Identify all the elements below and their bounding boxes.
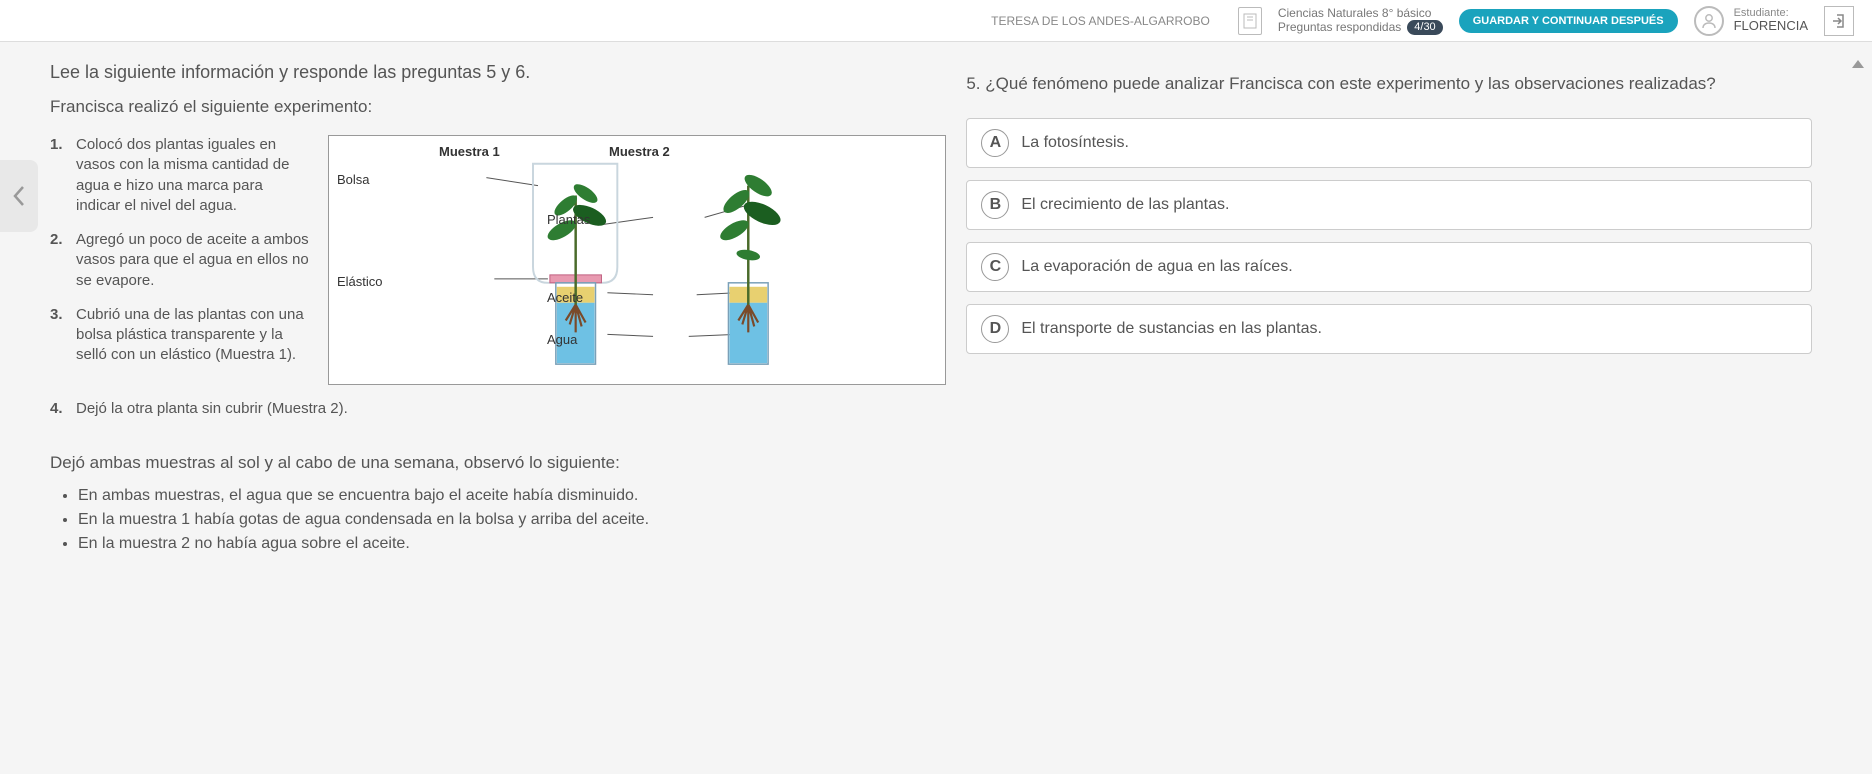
- book-icon: [1238, 7, 1262, 35]
- diagram-label-muestra2: Muestra 2: [609, 144, 670, 159]
- option-letter: D: [981, 315, 1009, 343]
- stimulus-column: Lee la siguiente información y responde …: [30, 62, 946, 754]
- option-text: La fotosíntesis.: [1021, 134, 1129, 152]
- option-letter: B: [981, 191, 1009, 219]
- option-text: El crecimiento de las plantas.: [1021, 196, 1229, 214]
- observation-item: En ambas muestras, el agua que se encuen…: [78, 487, 946, 505]
- diagram-label-muestra1: Muestra 1: [439, 144, 500, 159]
- question-number: 5.: [966, 74, 980, 93]
- save-continue-button[interactable]: GUARDAR Y CONTINUAR DESPUÉS: [1459, 9, 1678, 33]
- followup-text: Dejó ambas muestras al sol y al cabo de …: [50, 453, 946, 473]
- topbar: TERESA DE LOS ANDES-ALGARROBO Ciencias N…: [0, 0, 1872, 42]
- student-name: FLORENCIA: [1734, 19, 1808, 33]
- content-area: Lee la siguiente información y responde …: [0, 42, 1872, 774]
- question-text: 5. ¿Qué fenómeno puede analizar Francisc…: [966, 72, 1812, 96]
- option-letter: A: [981, 129, 1009, 157]
- step-item: 1.Colocó dos plantas iguales en vasos co…: [50, 135, 310, 216]
- diagram-label-bolsa: Bolsa: [337, 172, 370, 187]
- step-item: 2.Agregó un poco de aceite a ambos vasos…: [50, 230, 310, 291]
- school-name: TERESA DE LOS ANDES-ALGARROBO: [991, 14, 1210, 28]
- step-item: 4.Dejó la otra planta sin cubrir (Muestr…: [50, 399, 946, 419]
- option-letter: C: [981, 253, 1009, 281]
- observation-item: En la muestra 1 había gotas de agua cond…: [78, 511, 946, 529]
- option-d[interactable]: D El transporte de sustancias en las pla…: [966, 304, 1812, 354]
- answered-label: Preguntas respondidas: [1278, 20, 1401, 34]
- diagram-label-agua: Agua: [547, 332, 577, 347]
- subject-label: Ciencias Naturales 8° básico: [1278, 6, 1432, 20]
- diagram-label-elastico: Elástico: [337, 274, 383, 289]
- observation-item: En la muestra 2 no había agua sobre el a…: [78, 535, 946, 553]
- steps-list: 1.Colocó dos plantas iguales en vasos co…: [50, 135, 310, 380]
- question-column: 5. ¿Qué fenómeno puede analizar Francisc…: [966, 62, 1812, 754]
- step-item: 3.Cubrió una de las plantas con una bols…: [50, 305, 310, 366]
- option-c[interactable]: C La evaporación de agua en las raíces.: [966, 242, 1812, 292]
- option-a[interactable]: A La fotosíntesis.: [966, 118, 1812, 168]
- student-block: Estudiante: FLORENCIA: [1694, 6, 1808, 36]
- experiment-row: 1.Colocó dos plantas iguales en vasos co…: [50, 135, 946, 385]
- experiment-diagram: Muestra 1 Muestra 2 Bolsa Plantas Elásti…: [328, 135, 946, 385]
- intro-text: Lee la siguiente información y responde …: [50, 62, 946, 83]
- answered-row: Preguntas respondidas 4/30: [1278, 20, 1443, 35]
- subject-block: Ciencias Naturales 8° básico Preguntas r…: [1278, 6, 1443, 36]
- option-b[interactable]: B El crecimiento de las plantas.: [966, 180, 1812, 230]
- sub-intro-text: Francisca realizó el siguiente experimen…: [50, 97, 946, 117]
- option-text: La evaporación de agua en las raíces.: [1021, 258, 1292, 276]
- question-body: ¿Qué fenómeno puede analizar Francisca c…: [985, 74, 1715, 93]
- option-text: El transporte de sustancias en las plant…: [1021, 320, 1322, 338]
- diagram-label-aceite: Aceite: [547, 290, 583, 305]
- diagram-svg: [329, 136, 945, 384]
- user-icon: [1694, 6, 1724, 36]
- observations-list: En ambas muestras, el agua que se encuen…: [78, 487, 946, 553]
- diagram-label-plantas: Plantas: [547, 212, 590, 227]
- answered-counter: 4/30: [1407, 20, 1442, 35]
- logout-button[interactable]: [1824, 6, 1854, 36]
